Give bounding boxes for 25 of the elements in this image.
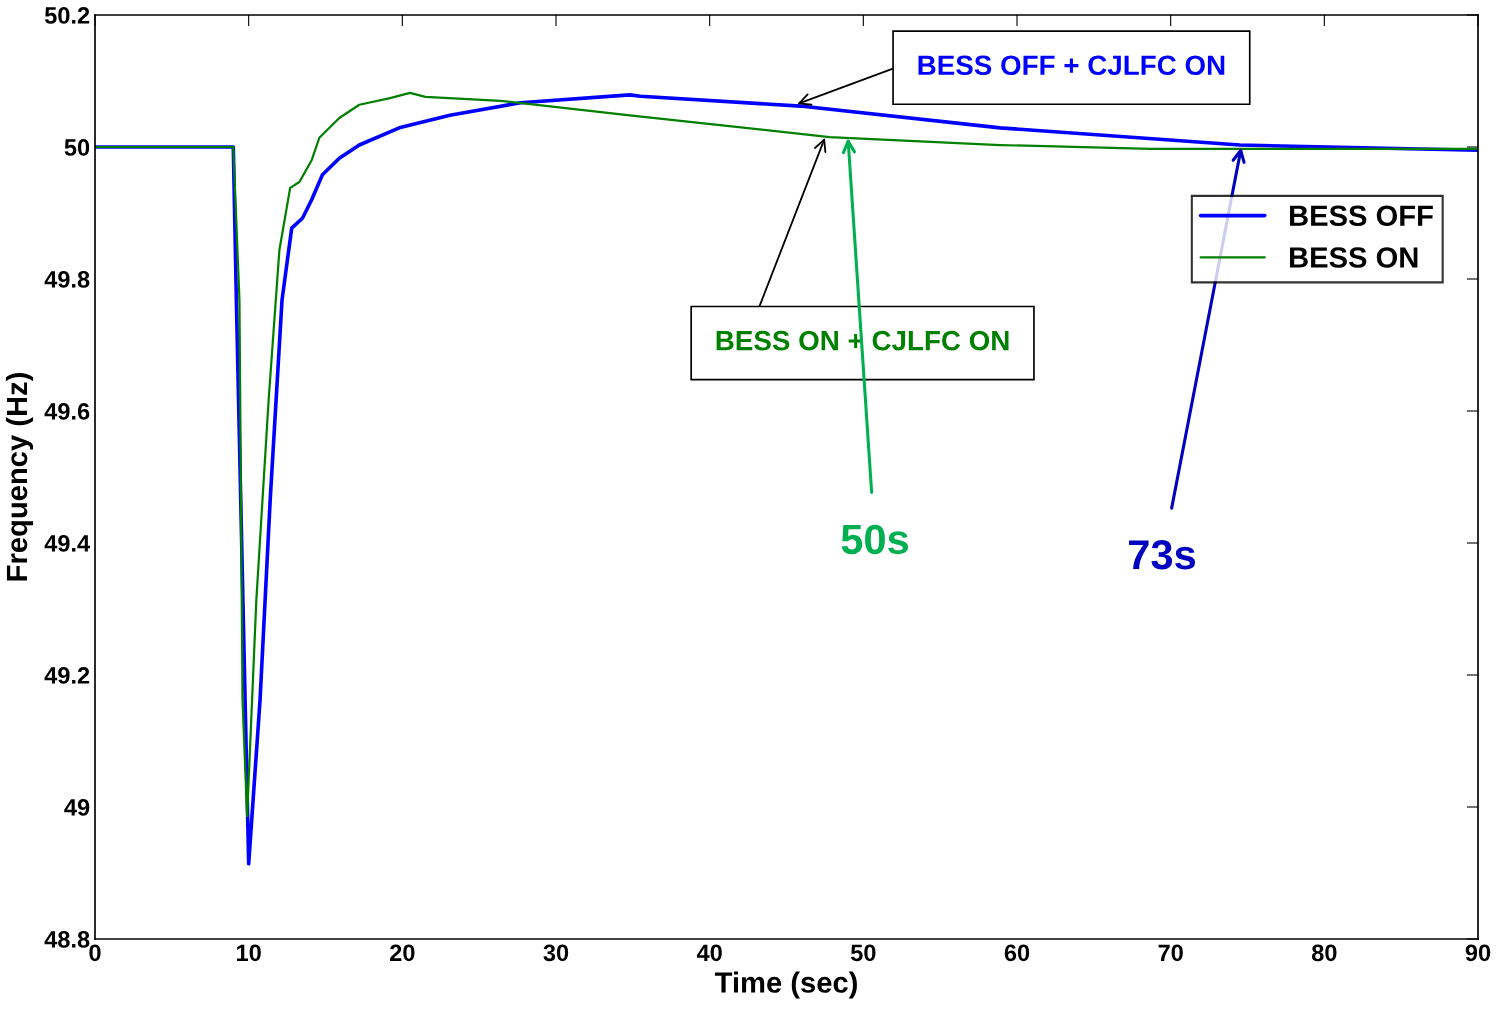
y-axis-title: Frequency (Hz) bbox=[5, 373, 34, 581]
x-axis-title: Time (sec) bbox=[714, 971, 857, 999]
x-tick-label: 80 bbox=[1311, 944, 1337, 962]
y-tick-label: 49.4 bbox=[44, 535, 91, 552]
x-tick-label: 30 bbox=[543, 944, 569, 962]
annotation: 50s bbox=[841, 524, 909, 555]
y-tick-label: 50.2 bbox=[44, 7, 90, 24]
legend-label: BESS OFF bbox=[1290, 205, 1433, 227]
x-tick-label: 70 bbox=[1158, 944, 1183, 962]
x-tick-label: 90 bbox=[1465, 944, 1491, 962]
annotation: BESS OFF + CJLFC ON bbox=[918, 55, 1225, 76]
y-tick-label: 48.8 bbox=[44, 931, 90, 948]
y-tick-label: 50 bbox=[64, 139, 90, 156]
y-tick-label: 49.8 bbox=[44, 271, 90, 288]
x-tick-label: 10 bbox=[237, 944, 261, 962]
y-tick-label: 49.6 bbox=[44, 403, 90, 420]
x-tick-label: 20 bbox=[390, 944, 415, 962]
x-tick-label: 0 bbox=[89, 944, 101, 962]
y-tick-label: 49.2 bbox=[44, 667, 90, 684]
legend-label: BESS ON bbox=[1290, 247, 1418, 268]
x-tick-label: 60 bbox=[1004, 944, 1030, 962]
x-tick-label: 50 bbox=[850, 944, 876, 962]
x-tick-label: 40 bbox=[696, 944, 722, 962]
annotation: 73s bbox=[1129, 539, 1196, 570]
y-tick-label: 49 bbox=[64, 799, 90, 816]
